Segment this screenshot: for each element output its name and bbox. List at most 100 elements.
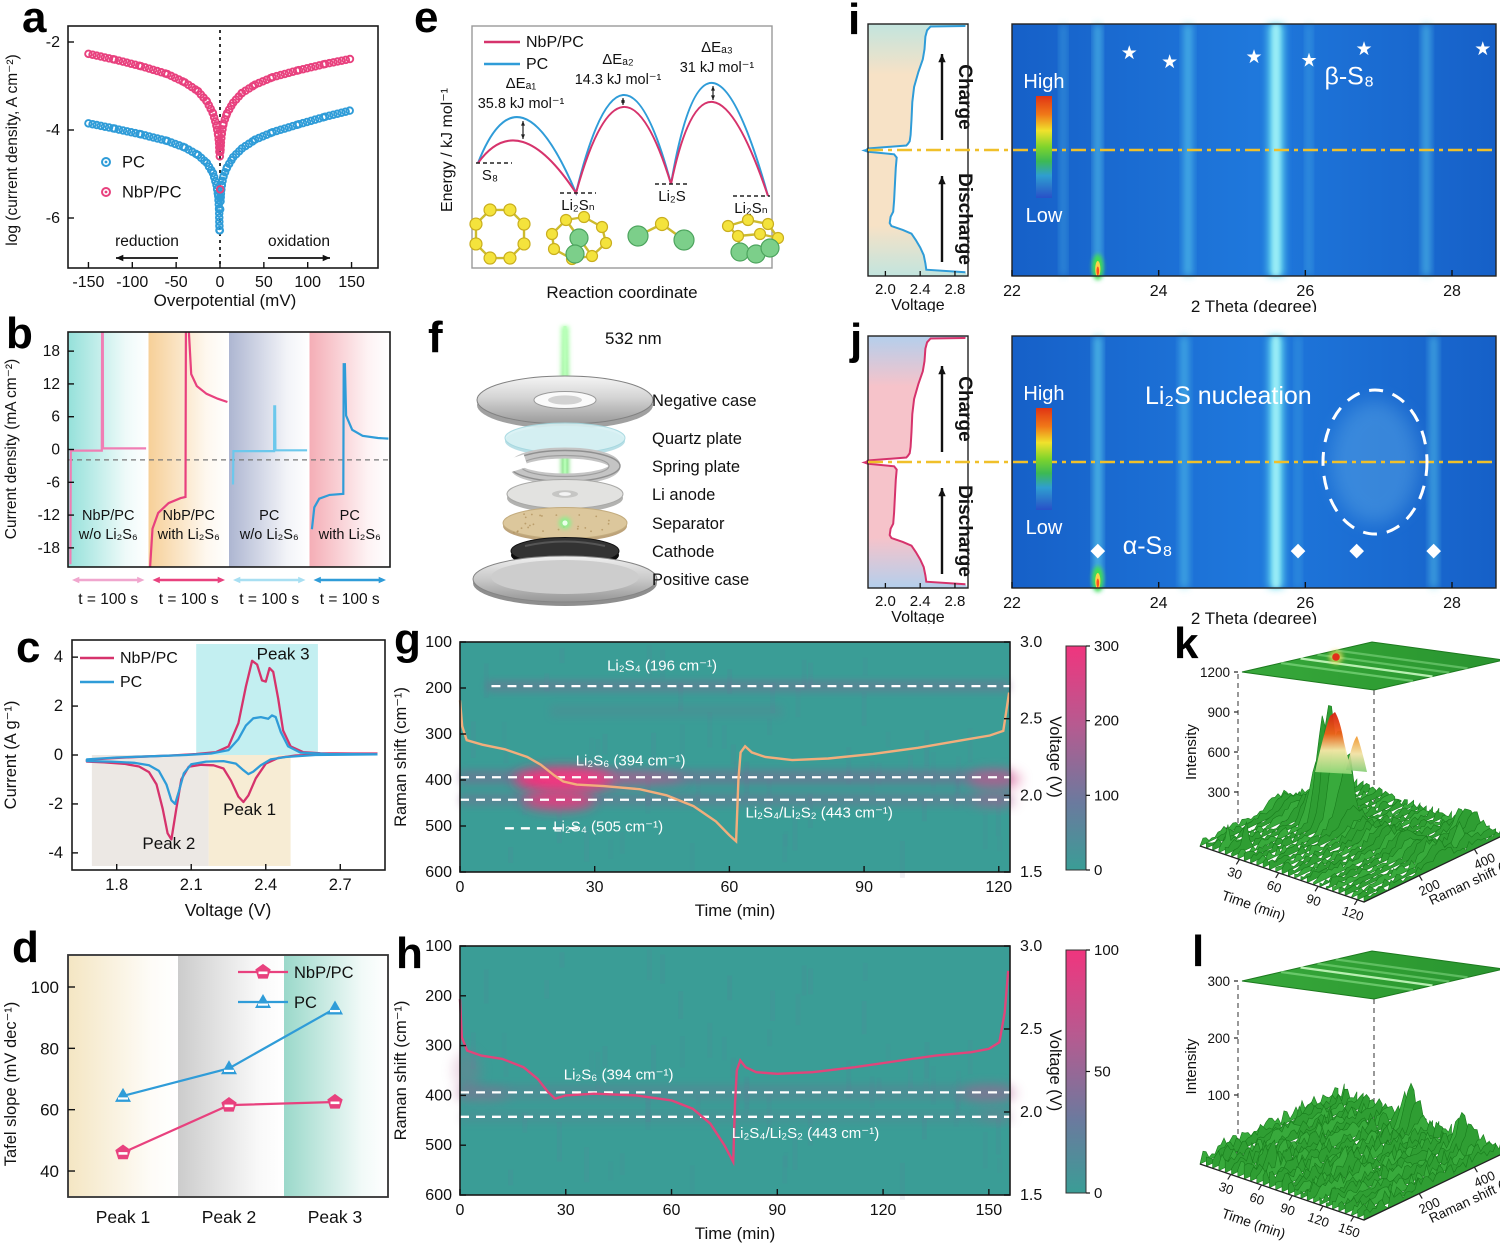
svg-text:300: 300 [1094, 638, 1119, 655]
svg-text:100: 100 [31, 978, 59, 997]
svg-text:200: 200 [1094, 713, 1119, 730]
panel-k: k 03006009001200Intensity306090120Time (… [1130, 620, 1500, 924]
h-annotation: Li₂S₄/Li₂S₂ (443 cm⁻¹) [732, 1125, 879, 1142]
svg-text:90: 90 [1278, 1200, 1297, 1219]
svg-text:40: 40 [40, 1162, 59, 1181]
h-x-label: Time (min) [695, 1224, 776, 1243]
panel-f-letter: f [428, 313, 443, 362]
svg-text:0: 0 [216, 274, 225, 291]
svg-text:NbP/PC: NbP/PC [294, 964, 354, 982]
svg-text:22: 22 [1003, 595, 1021, 612]
b-section-bg-1 [148, 332, 229, 567]
e-dE-value: 35.8 kJ mol⁻¹ [478, 96, 565, 112]
svg-text:NbP/PC: NbP/PC [120, 650, 178, 667]
h-annotation: Li₂S₆ (394 cm⁻¹) [564, 1066, 674, 1083]
i-phase-label: β-S₈ [1324, 62, 1374, 90]
svg-text:0: 0 [51, 442, 60, 459]
i-marker: ★ [1355, 39, 1372, 60]
svg-text:50: 50 [255, 274, 273, 291]
panel-h-chart: Li₂S₆ (394 cm⁻¹) Li₂S₄/Li₂S₂ (443 cm⁻¹) 0 3… [392, 938, 1119, 1243]
c-series-PC [85, 714, 378, 806]
b-label2-2: w/o Li₂S₆ [239, 527, 299, 543]
b-label1-0: NbP/PC [82, 508, 134, 524]
f-layer-anode [506, 479, 624, 513]
svg-text:120: 120 [985, 879, 1012, 896]
panel-g-chart: Li₂S₄ (196 cm⁻¹) Li₂S₆ (394 cm⁻¹) Li₂S₄/Li… [392, 634, 1119, 920]
svg-text:2.5: 2.5 [1020, 1021, 1042, 1038]
i-marker: ★ [1300, 51, 1317, 72]
svg-text:60: 60 [1265, 877, 1284, 896]
svg-text:18: 18 [43, 343, 60, 360]
svg-text:3.0: 3.0 [1020, 634, 1042, 651]
panel-d: d 40 60 80 100 Peak 1 Peak 2 Peak 3 Tafel slope… [0, 924, 400, 1254]
svg-text:200: 200 [425, 680, 452, 697]
h-y-label: Raman shift (cm⁻¹) [392, 1001, 410, 1141]
j-voltage-x-label: Voltage [891, 609, 944, 624]
c-x-label: Voltage (V) [185, 900, 272, 920]
e-x-label: Reaction coordinate [546, 283, 697, 302]
l-base-axes [1199, 1154, 1500, 1221]
e-molecule-li2s [627, 216, 695, 251]
j-discharge-label: Discharge [954, 485, 975, 577]
g-heat-bg [460, 642, 1010, 872]
l-time-label: Time (min) [1220, 1205, 1288, 1242]
c-y-label: Current (A g⁻¹) [2, 701, 20, 810]
i-plot-frame [1011, 23, 1497, 277]
j-nucleation-label: Li₂S nucleation [1145, 382, 1312, 410]
g-plot-frame [459, 641, 1011, 873]
panel-c-letter: c [16, 623, 41, 672]
i-colorbar [1036, 96, 1052, 198]
k-z-label: Intensity [1183, 724, 1200, 780]
b-curve-2 [231, 405, 308, 485]
j-marker: ◆ [1291, 540, 1306, 561]
a-x-label: Overpotential (mV) [154, 291, 297, 310]
svg-text:28: 28 [1443, 595, 1461, 612]
b-curve-0 [69, 332, 147, 565]
panel-l-chart: 0100200300Intensity306090120150Time (min… [1183, 950, 1500, 1242]
d-plot-frame [67, 954, 389, 1198]
g-annotation: Li₂S₄ (505 cm⁻¹) [553, 819, 663, 836]
svg-text:60: 60 [720, 879, 738, 896]
i-cbar-low: Low [1026, 205, 1063, 227]
l-z-label: Intensity [1183, 1038, 1200, 1094]
svg-text:NbP/PC: NbP/PC [526, 34, 584, 51]
c-peak-label: Peak 2 [142, 834, 195, 853]
svg-text:2.0: 2.0 [875, 281, 896, 298]
svg-text:2: 2 [54, 697, 63, 715]
panel-b: b NbP/PC w/o Li₂S₆ t = 100 s NbP/PC with Li₂… [0, 312, 400, 624]
f-label-quartz: Quartz plate [652, 430, 742, 448]
svg-text:0: 0 [1094, 862, 1102, 879]
svg-text:200: 200 [425, 988, 452, 1005]
b-label2-0: w/o Li₂S₆ [78, 527, 138, 543]
svg-text:-150: -150 [72, 274, 104, 291]
panel-l: l 0100200300Intensity306090120150Time (m… [1130, 924, 1500, 1254]
svg-text:300: 300 [425, 726, 452, 743]
svg-text:100: 100 [1094, 942, 1119, 959]
b-section-bg-3 [309, 332, 390, 567]
panel-c: c 1.8 2.1 2.4 2.7 -4 -2 0 2 4 Voltage (V) Current … [0, 624, 400, 924]
panel-g: g Li₂S₄ (196 cm⁻¹) Li₂S₆ (394 cm⁻¹) Li₂S₄/… [390, 615, 1120, 924]
f-label-separator: Separator [652, 515, 725, 533]
svg-text:400: 400 [425, 1087, 452, 1104]
svg-text:300: 300 [1207, 785, 1230, 800]
svg-text:2.7: 2.7 [329, 876, 352, 894]
svg-text:30: 30 [557, 1202, 575, 1219]
e-molecule-li2sn_a [545, 210, 613, 266]
f-label-case_bottom: Positive case [652, 571, 749, 589]
svg-text:PC: PC [120, 674, 142, 691]
i-marker: ★ [1161, 52, 1178, 73]
d-category-1: Peak 2 [202, 1207, 256, 1227]
e-state-label: Li₂Sₙ [734, 200, 768, 217]
svg-text:100: 100 [1207, 1088, 1230, 1103]
b-label1-1: NbP/PC [163, 508, 215, 524]
panel-a: a -150 -100 -50 0 50 100 150 -2 -4 -6 Overpotentia… [0, 0, 400, 312]
panel-e-letter: e [414, 0, 439, 42]
panel-k-chart: 03006009001200Intensity306090120Time (mi… [1183, 641, 1500, 924]
j-marker: ◆ [1090, 540, 1105, 561]
panel-g-letter: g [394, 615, 421, 664]
svg-text:-4: -4 [48, 844, 63, 862]
svg-text:30: 30 [586, 879, 604, 896]
svg-text:28: 28 [1443, 283, 1461, 300]
